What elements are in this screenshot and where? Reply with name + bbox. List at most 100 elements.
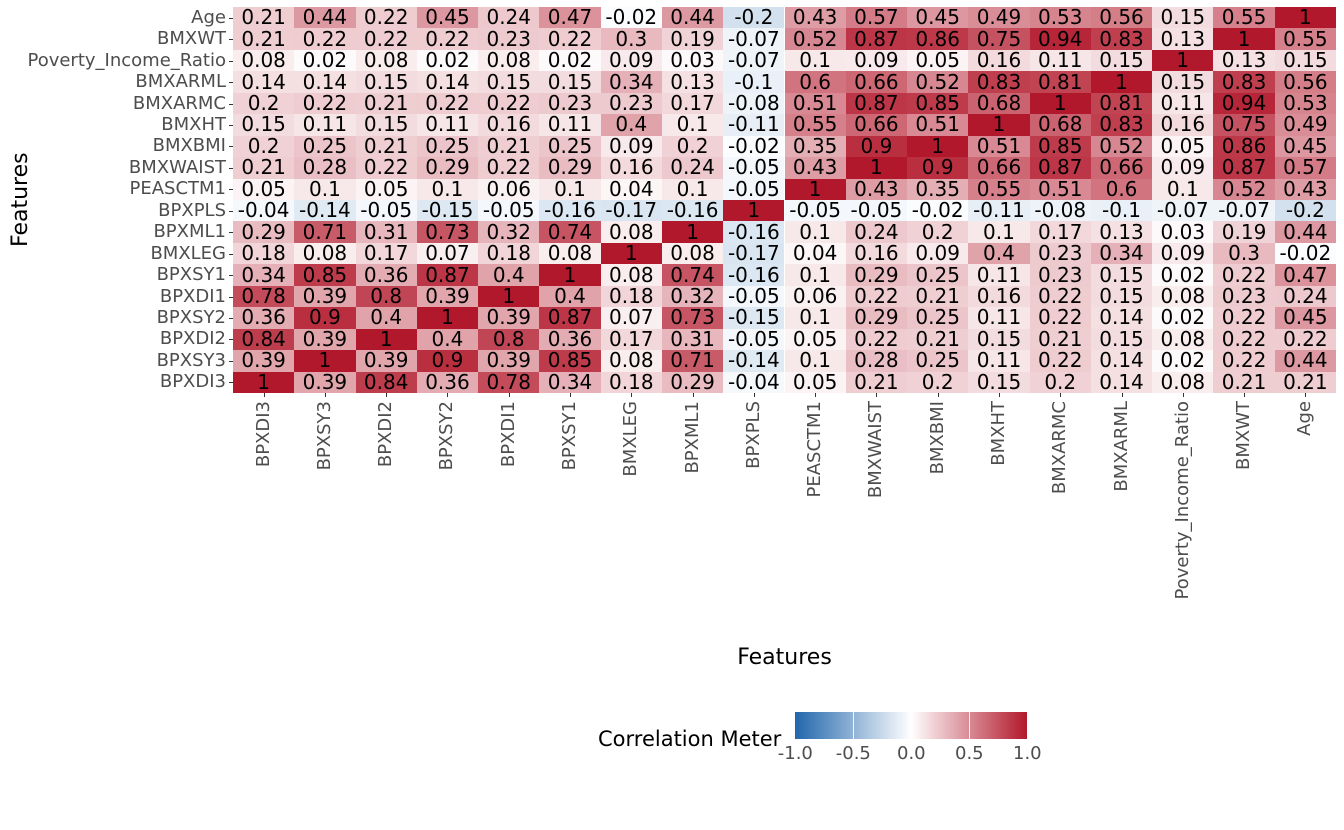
heatmap-cell: 0.15 bbox=[1090, 264, 1153, 286]
heatmap-cell: 0.73 bbox=[416, 221, 479, 243]
heatmap-cell: 0.22 bbox=[1029, 307, 1091, 329]
x-axis-label: BPXSY2 bbox=[436, 401, 458, 471]
heatmap-cell: 0.16 bbox=[968, 285, 1030, 308]
heatmap-cell: 0.2 bbox=[1029, 371, 1091, 393]
heatmap-cell: 0.02 bbox=[1152, 350, 1214, 372]
heatmap-cell: 0.18 bbox=[600, 371, 662, 393]
heatmap-cell: 0.15 bbox=[539, 71, 601, 93]
heatmap-cell: 0.22 bbox=[478, 157, 540, 179]
heatmap-cell: 0.2 bbox=[233, 92, 295, 115]
y-axis-label: BMXARML bbox=[135, 71, 226, 93]
heatmap-cell: 0.15 bbox=[355, 114, 417, 136]
x-axis-label: BMXBMI bbox=[926, 401, 948, 475]
heatmap-cell: 0.55 bbox=[968, 178, 1030, 200]
heatmap-cell: 0.15 bbox=[1090, 285, 1153, 308]
heatmap-cell: 0.22 bbox=[1213, 328, 1275, 351]
heatmap-cell: 0.39 bbox=[478, 307, 540, 329]
heatmap-cell: 0.34 bbox=[600, 71, 662, 93]
heatmap-cell: 0.51 bbox=[1029, 178, 1091, 200]
heatmap-cell: 0.49 bbox=[968, 7, 1030, 29]
x-axis-label: PEASCTM1 bbox=[804, 401, 826, 498]
heatmap-cell: 0.45 bbox=[1274, 307, 1336, 329]
heatmap-cell: 0.05 bbox=[784, 328, 846, 351]
heatmap-cell: 0.11 bbox=[968, 307, 1030, 329]
heatmap-cell: 0.22 bbox=[1029, 285, 1091, 308]
heatmap-cell: 0.11 bbox=[968, 264, 1030, 286]
heatmap-cell: 0.18 bbox=[478, 242, 540, 265]
heatmap-cell: 0.17 bbox=[1029, 221, 1091, 243]
x-axis-label: BMXARMC bbox=[1049, 401, 1071, 495]
heatmap-cell: 0.11 bbox=[1152, 92, 1214, 115]
heatmap-cell: 0.13 bbox=[1152, 28, 1214, 50]
heatmap-cell: 0.87 bbox=[1213, 157, 1275, 179]
heatmap-cell: 0.44 bbox=[1274, 221, 1336, 243]
y-axis-title: Features bbox=[8, 152, 33, 248]
heatmap-cell: 0.05 bbox=[355, 178, 417, 200]
y-axis-label: BMXBMI bbox=[152, 135, 226, 157]
heatmap-cell: 0.23 bbox=[1029, 242, 1091, 265]
heatmap-cell: 0.36 bbox=[233, 307, 295, 329]
heatmap-cell: 0.43 bbox=[784, 7, 846, 29]
heatmap-cell: 0.31 bbox=[355, 221, 417, 243]
heatmap-cell: -0.2 bbox=[1274, 200, 1336, 222]
heatmap-cell: 0.18 bbox=[233, 242, 295, 265]
legend-tick-label: 1.0 bbox=[1012, 743, 1042, 764]
heatmap-cell: 0.66 bbox=[845, 71, 908, 93]
legend-tick-label: 0.5 bbox=[954, 743, 984, 764]
heatmap-cell: 0.08 bbox=[1152, 328, 1214, 351]
heatmap-cell: 0.1 bbox=[784, 49, 846, 72]
heatmap-cell: 0.21 bbox=[233, 28, 295, 50]
heatmap-cell: 0.47 bbox=[539, 7, 601, 29]
heatmap-cell: 0.24 bbox=[661, 157, 724, 179]
heatmap-cell: 0.36 bbox=[539, 328, 601, 351]
heatmap-cell: 1 bbox=[907, 135, 969, 158]
heatmap-cell: 0.11 bbox=[968, 350, 1030, 372]
heatmap-cell: 0.52 bbox=[907, 71, 969, 93]
heatmap-cell: 0.09 bbox=[1152, 242, 1214, 265]
heatmap-cell: 0.1 bbox=[539, 178, 601, 200]
heatmap-cell: -0.07 bbox=[1213, 200, 1275, 222]
heatmap-cell: 0.08 bbox=[1152, 285, 1214, 308]
heatmap-cell: 0.86 bbox=[907, 28, 969, 50]
heatmap-cell: 0.08 bbox=[294, 242, 356, 265]
heatmap-cell: 0.23 bbox=[600, 92, 662, 115]
heatmap-cell: 0.9 bbox=[845, 135, 908, 158]
heatmap-cell: 0.83 bbox=[968, 71, 1030, 93]
heatmap-cell: 0.85 bbox=[1029, 135, 1091, 158]
heatmap-cell: 0.28 bbox=[845, 350, 908, 372]
heatmap-cell: 0.43 bbox=[784, 157, 846, 179]
heatmap-cell: -0.05 bbox=[784, 200, 846, 222]
heatmap-cell: 0.34 bbox=[539, 371, 601, 393]
heatmap-cell: 0.66 bbox=[968, 157, 1030, 179]
heatmap-cell: 0.83 bbox=[1213, 71, 1275, 93]
heatmap-cell: -0.11 bbox=[968, 200, 1030, 222]
heatmap-cell: 0.39 bbox=[478, 350, 540, 372]
heatmap-cell: 0.81 bbox=[1029, 71, 1091, 93]
heatmap-cell: 0.15 bbox=[1152, 71, 1214, 93]
y-axis-label: BPXPLS bbox=[158, 199, 226, 221]
heatmap-cell: 0.68 bbox=[968, 92, 1030, 115]
heatmap-cell: 0.83 bbox=[1090, 114, 1153, 136]
heatmap-cell: -0.14 bbox=[723, 350, 785, 372]
x-axis-label: BPXML1 bbox=[681, 401, 703, 474]
heatmap-cell: 0.15 bbox=[968, 371, 1030, 393]
heatmap-cell: 0.78 bbox=[233, 285, 295, 308]
heatmap-cell: 0.14 bbox=[294, 71, 356, 93]
heatmap-cell: 0.1 bbox=[661, 178, 724, 200]
heatmap-cell: 0.84 bbox=[355, 371, 417, 393]
heatmap-cell: 0.05 bbox=[907, 49, 969, 72]
heatmap-cell: 0.57 bbox=[845, 7, 908, 29]
x-axis-label: BPXSY1 bbox=[559, 401, 581, 471]
heatmap-cell: 0.87 bbox=[416, 264, 479, 286]
heatmap-cell: 0.9 bbox=[907, 157, 969, 179]
heatmap-cell: 0.25 bbox=[416, 135, 479, 158]
heatmap-cell: 0.13 bbox=[1090, 221, 1153, 243]
heatmap-cell: -0.16 bbox=[539, 200, 601, 222]
heatmap-cell: 0.08 bbox=[600, 264, 662, 286]
heatmap-cell: 0.24 bbox=[478, 7, 540, 29]
y-axis-label: BMXARMC bbox=[132, 92, 226, 114]
y-axis-label: Age bbox=[191, 6, 226, 28]
heatmap-cell: 0.51 bbox=[968, 135, 1030, 158]
heatmap-cell: 0.21 bbox=[907, 328, 969, 351]
heatmap-cell: 0.4 bbox=[478, 264, 540, 286]
